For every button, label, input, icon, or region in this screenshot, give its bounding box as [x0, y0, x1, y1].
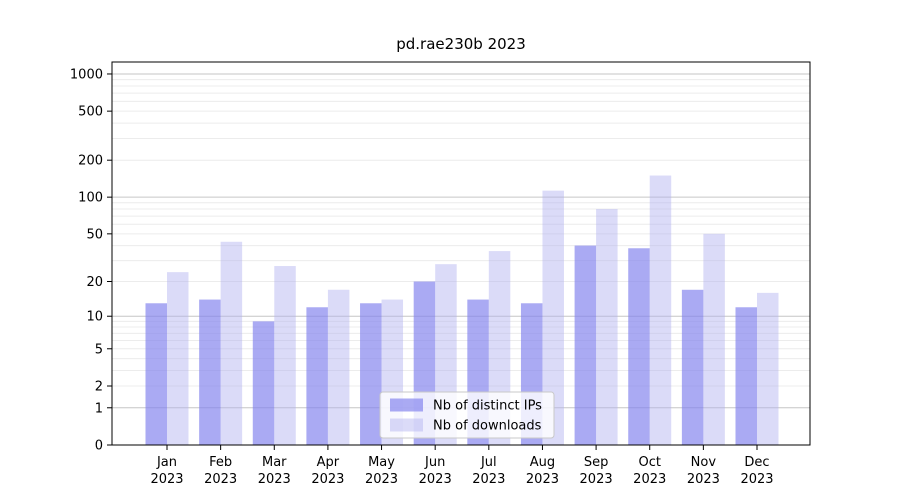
x-tick-label-year: 2023 — [204, 472, 237, 487]
x-tick-label-month: Aug — [530, 455, 555, 470]
x-tick-label-year: 2023 — [150, 472, 183, 487]
y-tick-label: 100 — [78, 191, 103, 206]
bar-downloads-oct — [649, 175, 672, 445]
legend: Nb of distinct IPs Nb of downloads — [379, 391, 555, 439]
bar-downloads-dec — [757, 292, 779, 445]
x-tick-label-month: Jan — [156, 455, 177, 470]
x-tick-label-month: Mar — [262, 455, 287, 470]
bar-downloads-jan — [167, 272, 189, 445]
x-axis: Jan 2023 Feb 2023 Mar 2023 Apr 2023 May 2023 Jun 20… — [150, 445, 774, 487]
bar-downloads-nov — [703, 233, 725, 445]
y-axis: 0 1 2 5 10 20 50 100 200 500 1000 — [70, 67, 112, 454]
x-tick-label-year: 2023 — [633, 472, 666, 487]
legend-box — [379, 391, 555, 439]
x-tick-label-year: 2023 — [580, 472, 613, 487]
plot-border — [111, 61, 811, 446]
y-tick-label: 5 — [95, 342, 103, 357]
x-tick-label-month: Apr — [317, 455, 340, 470]
y-gridlines-minor — [112, 79, 810, 387]
y-tick-label: 200 — [78, 154, 103, 169]
x-tick-label-month: Nov — [691, 455, 717, 470]
bar-ips-nov — [681, 289, 704, 445]
bar-ips-sep — [574, 245, 597, 445]
y-tick-label: 20 — [86, 275, 103, 290]
bars-group — [145, 175, 779, 445]
x-tick-label-year: 2023 — [311, 472, 344, 487]
bar-ips-oct — [628, 248, 650, 445]
x-tick-label-month: May — [368, 455, 395, 470]
chart-title: pd.rae230b 2023 — [396, 35, 526, 53]
bar-downloads-mar — [274, 266, 296, 445]
bar-downloads-apr — [327, 289, 350, 445]
bar-downloads-feb — [220, 241, 243, 445]
x-tick-label-year: 2023 — [472, 472, 505, 487]
x-tick-label-month: Feb — [209, 455, 232, 470]
bar-ips-dec — [735, 307, 757, 445]
x-tick-label-month: Oct — [638, 455, 660, 470]
y-tick-label: 0 — [95, 439, 103, 454]
x-tick-label-year: 2023 — [258, 472, 291, 487]
x-tick-label-year: 2023 — [687, 472, 720, 487]
x-tick-label-month: Dec — [744, 455, 769, 470]
bar-ips-apr — [306, 307, 328, 445]
bar-downloads-aug — [542, 190, 564, 445]
x-tick-label-year: 2023 — [419, 472, 452, 487]
legend-label-ips: Nb of distinct IPs — [433, 399, 542, 414]
legend-label-downloads: Nb of downloads — [433, 419, 542, 434]
bar-ips-may — [360, 303, 382, 445]
x-tick-label-year: 2023 — [365, 472, 398, 487]
y-tick-label: 1 — [95, 401, 103, 416]
bar-ips-feb — [199, 299, 221, 445]
y-tick-label: 50 — [86, 227, 103, 242]
bar-ips-jan — [145, 303, 167, 445]
y-tick-label: 10 — [86, 310, 103, 325]
x-tick-label-month: Jun — [424, 455, 445, 470]
legend-swatch-downloads — [390, 418, 423, 432]
y-tick-label: 500 — [78, 105, 103, 120]
y-tick-label: 1000 — [70, 67, 103, 82]
legend-swatch-ips — [390, 398, 423, 412]
x-tick-label-month: Jul — [480, 455, 497, 470]
x-tick-label-year: 2023 — [526, 472, 559, 487]
x-tick-label-month: Sep — [584, 455, 609, 470]
bar-ips-mar — [252, 321, 275, 445]
y-tick-label: 2 — [95, 380, 103, 395]
bar-downloads-sep — [596, 209, 618, 445]
x-tick-label-year: 2023 — [740, 472, 773, 487]
